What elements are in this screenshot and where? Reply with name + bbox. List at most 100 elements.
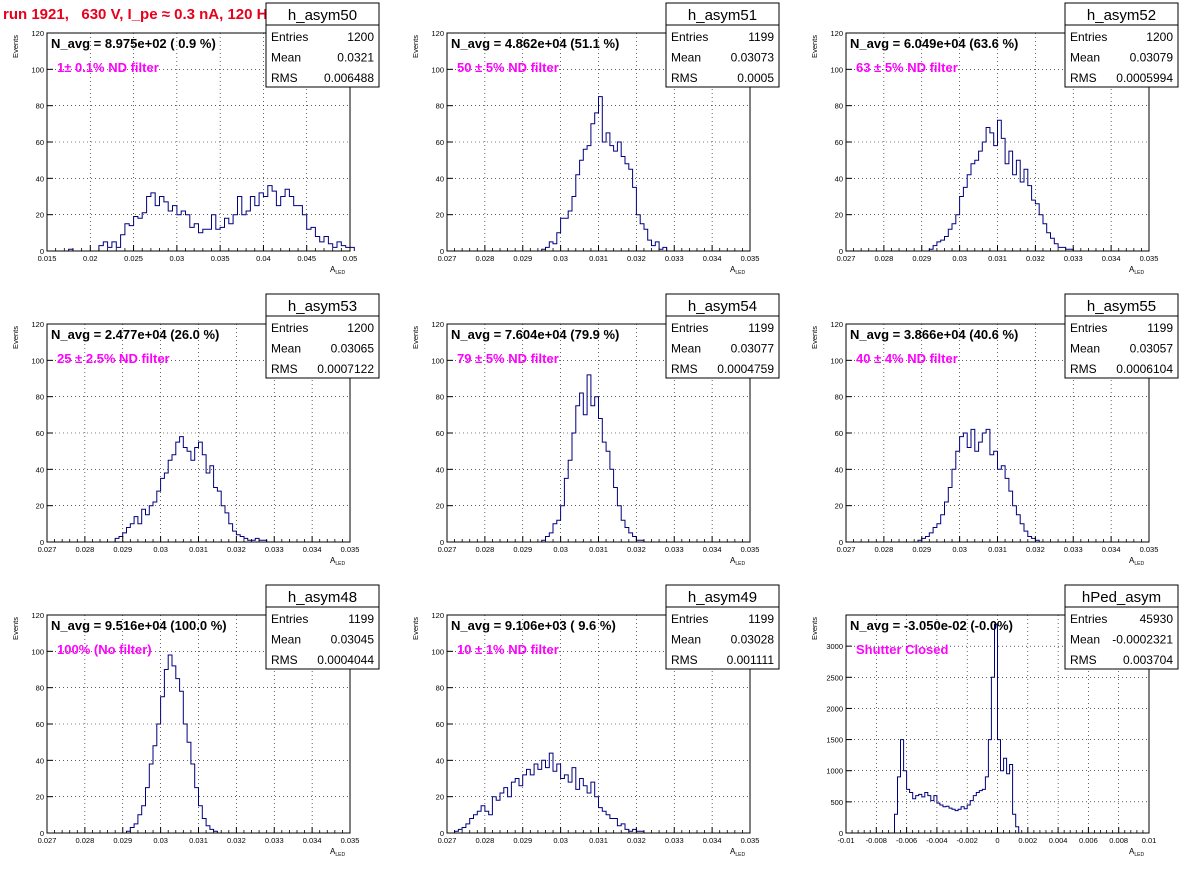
x-tick-label: 0.031 [988, 254, 1007, 263]
x-tick-label: 0.03 [553, 545, 568, 554]
stats-box [265, 606, 380, 670]
y-tick-label: 3000 [826, 642, 843, 651]
x-tick-label: 0.031 [589, 254, 608, 263]
avg-text: N_avg = 8.975e+02 ( 0.9 %) [51, 36, 216, 51]
x-tick-label: 0.025 [124, 254, 143, 263]
x-tick-label: 0.032 [627, 545, 646, 554]
stats-label: Entries [1070, 321, 1107, 335]
y-tick-label: 40 [835, 174, 843, 183]
x-tick-label: 0.004 [1049, 836, 1068, 845]
stats-label: RMS [1070, 653, 1097, 667]
stats-value: 1200 [1146, 30, 1173, 44]
x-tick-label: 0.03 [952, 254, 967, 263]
x-tick-label: 0.027 [438, 836, 457, 845]
histogram-panel: 0.027 0.028 0.029 0.03 0.031 0.032 0.033 0.034 0… [810, 293, 1179, 567]
x-tick-label: 0.032 [227, 836, 246, 845]
x-tick-label: 0.027 [38, 545, 57, 554]
y-tick-label: 80 [436, 684, 444, 693]
y-tick-label: 40 [36, 756, 44, 765]
histogram-line [114, 436, 268, 542]
stats-value: 0.001111 [727, 653, 775, 667]
filter-annotation: 79 ± 5% ND filter [457, 351, 559, 366]
x-tick-label: 0.028 [874, 254, 893, 263]
x-tick-label: 0.033 [1064, 254, 1083, 263]
histogram-panel: -0.01 -0.008 -0.006 -0.004 -0.002 0 0.002 0.004… [810, 584, 1179, 858]
stats-value: 1200 [347, 321, 374, 335]
stats-label: RMS [271, 362, 298, 376]
y-tick-label: 60 [436, 720, 444, 729]
x-tick-label: 0.032 [1026, 254, 1045, 263]
y-axis-label: Events [11, 617, 20, 640]
x-tick-label: 0.03 [153, 545, 168, 554]
y-tick-label: 80 [36, 393, 44, 402]
avg-text: N_avg = 9.106e+03 ( 9.6 %) [451, 618, 616, 633]
x-tick-label: 0.031 [589, 545, 608, 554]
x-tick-label: 0.035 [1140, 545, 1159, 554]
stats-value: 1199 [348, 612, 374, 626]
x-tick-label: 0.033 [665, 836, 684, 845]
x-tick-label: 0.029 [513, 545, 532, 554]
stats-label: Mean [671, 633, 701, 647]
stats-box [1064, 315, 1179, 379]
x-tick-label: 0.032 [227, 545, 246, 554]
x-tick-label: 0.028 [874, 545, 893, 554]
x-tick-label: 0.035 [741, 836, 760, 845]
stats-label: Mean [271, 51, 301, 65]
stats-value: 0.03077 [731, 342, 775, 356]
histogram-panel: 0.027 0.028 0.029 0.03 0.031 0.032 0.033 0.034 0… [11, 584, 380, 858]
histogram-line [894, 623, 1020, 833]
x-axis-label: ALED [330, 265, 345, 276]
x-axis-label: ALED [330, 847, 345, 858]
x-axis-label: ALED [1129, 847, 1144, 858]
stats-box [1064, 24, 1179, 88]
y-tick-label: 20 [436, 502, 444, 511]
stats-value: 0.03045 [331, 633, 375, 647]
filter-annotation: 25 ± 2.5% ND filter [57, 351, 170, 366]
x-tick-label: 0.01 [1142, 836, 1157, 845]
x-tick-label: 0.03 [553, 836, 568, 845]
stats-title: hPed_asym [1082, 589, 1161, 606]
y-tick-label: 120 [830, 29, 843, 38]
stats-title: h_asym49 [688, 589, 757, 606]
x-tick-label: 0.028 [75, 545, 94, 554]
x-tick-label: -0.008 [866, 836, 887, 845]
x-tick-label: 0.028 [475, 254, 494, 263]
x-tick-label: 0.05 [343, 254, 358, 263]
y-tick-label: 0 [440, 538, 444, 547]
x-axis-label: ALED [1129, 556, 1144, 567]
x-tick-label: 0.03 [952, 545, 967, 554]
y-tick-label: 0 [839, 829, 843, 838]
stats-title: h_asym51 [688, 7, 757, 24]
x-tick-label: 0.029 [513, 836, 532, 845]
stats-title: h_asym50 [288, 7, 357, 24]
y-axis-label: Events [810, 326, 819, 349]
histogram-line [454, 752, 645, 833]
y-axis-label: Events [810, 35, 819, 58]
x-tick-label: 0.027 [38, 836, 57, 845]
y-tick-label: 500 [830, 798, 843, 807]
stats-title: h_asym48 [288, 589, 357, 606]
y-tick-label: 0 [839, 247, 843, 256]
stats-label: Mean [271, 342, 301, 356]
stats-value: 0.0004044 [317, 653, 374, 667]
y-tick-label: 120 [31, 29, 44, 38]
y-tick-label: 60 [36, 720, 44, 729]
y-tick-label: 60 [835, 138, 843, 147]
y-tick-label: 100 [31, 356, 44, 365]
stats-label: Entries [671, 612, 708, 626]
stats-label: Mean [271, 633, 301, 647]
y-tick-label: 0 [40, 829, 44, 838]
stats-value: 1199 [748, 612, 774, 626]
avg-text: N_avg = 2.477e+04 (26.0 %) [51, 327, 219, 342]
x-tick-label: 0.033 [1064, 545, 1083, 554]
x-tick-label: 0.015 [38, 254, 57, 263]
y-tick-label: 20 [835, 211, 843, 220]
x-axis-label: ALED [330, 556, 345, 567]
y-tick-label: 100 [31, 65, 44, 74]
avg-text: N_avg = 6.049e+04 (63.6 %) [850, 36, 1018, 51]
x-tick-label: 0.033 [665, 254, 684, 263]
y-tick-label: 0 [440, 829, 444, 838]
x-tick-label: 0.029 [113, 836, 132, 845]
x-tick-label: 0.033 [265, 545, 284, 554]
stats-value: -0.0002321 [1112, 633, 1173, 647]
